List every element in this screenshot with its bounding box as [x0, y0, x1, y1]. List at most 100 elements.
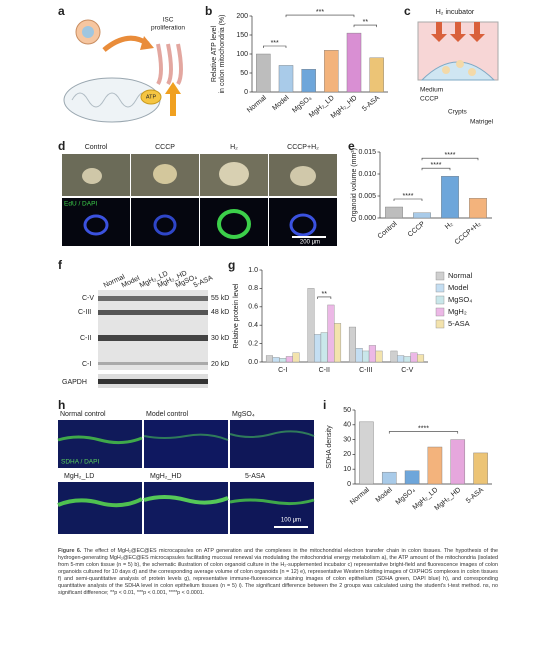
x-tick-label: CCCP+H₂ [454, 220, 483, 246]
bar [278, 65, 294, 93]
y-tick-label: 0 [244, 89, 248, 96]
organoid [290, 166, 316, 186]
panel-label: e [348, 139, 355, 153]
band [98, 379, 208, 384]
isc-label: ISC [163, 17, 174, 24]
bar [390, 350, 398, 363]
significance-label: **** [431, 162, 442, 169]
blot [98, 290, 208, 370]
band-label: C-V [82, 295, 94, 302]
organoid-fluor [289, 213, 317, 237]
images-d: Control CCCP H₂ CCCP+H₂ EdU / DAPI 200 μ… [62, 144, 337, 246]
organoid-fluor [217, 209, 251, 239]
x-tick-label: 5-ASA [361, 94, 381, 113]
h2-arrow [474, 22, 480, 34]
marker-label: 55 kD [211, 295, 229, 302]
crypt [456, 60, 464, 68]
image-label: Normal control [60, 411, 106, 418]
bar [285, 356, 293, 363]
epithelium [57, 435, 143, 445]
band-label: C-II [80, 335, 91, 342]
if-image [230, 420, 314, 468]
image-label: Model control [146, 411, 188, 418]
image-label: MgSO₄ [232, 411, 255, 418]
column-label: Control [85, 144, 108, 151]
bar [292, 352, 300, 363]
bar [359, 421, 374, 485]
y-tick-label: 0.6 [248, 304, 258, 311]
x-tick-label: CCCP [407, 220, 427, 238]
y-tick-label: 0.000 [358, 215, 376, 222]
up-arrow [170, 92, 176, 116]
legend-label: MgH₂ [448, 307, 467, 316]
epithelium [57, 497, 143, 508]
y-tick-label: 0.8 [248, 285, 258, 292]
bar [441, 175, 459, 219]
legend-label: MgSO₄ [448, 295, 472, 304]
significance-label: **** [418, 425, 429, 432]
if-image [144, 482, 228, 534]
legend-label: Model [448, 283, 469, 292]
scale-bar [292, 236, 326, 238]
band-label: C-I [82, 361, 91, 368]
bar [381, 471, 397, 485]
y-axis-label: Organoid volume (mm³) [351, 148, 358, 222]
legend-label: 5-ASA [448, 319, 470, 328]
x-tick-label: Model [375, 486, 394, 504]
bar [473, 452, 488, 485]
y-tick-label: 0.005 [358, 193, 376, 200]
legend-swatch [435, 319, 445, 329]
c-label: Medium [420, 87, 443, 94]
image-label: MgH₂_LD [64, 473, 94, 480]
legend-swatch [435, 295, 445, 305]
marker-label: 20 kD [211, 361, 229, 368]
h2-arrow-head [469, 34, 485, 42]
if-image [58, 482, 142, 534]
y-tick-label: 50 [240, 70, 248, 77]
bar [301, 68, 316, 93]
band [98, 335, 208, 341]
image-label: 5-ASA [245, 473, 266, 480]
bar [427, 446, 443, 485]
incubator-label: H₂ incubator [436, 9, 475, 16]
bar [265, 355, 273, 363]
y-tick-label: 0.2 [248, 340, 258, 347]
panel-label: f [58, 258, 63, 272]
x-tick-label: Model [271, 94, 290, 112]
x-tick-label: C-III [359, 367, 372, 374]
bar [368, 345, 376, 363]
panel-label: g [228, 258, 235, 272]
bar [320, 332, 328, 363]
organoid-fluor [153, 214, 177, 236]
cristae [71, 92, 147, 108]
panel-label: a [58, 4, 65, 18]
stain-label: EdU / DAPI [64, 201, 97, 208]
panel-label: i [323, 398, 326, 412]
y-axis-label: in colon mitochondria (%) [219, 15, 226, 94]
bar [450, 439, 466, 485]
y-tick-label: 0.015 [358, 149, 376, 156]
fluorescence-image [131, 198, 199, 246]
y-tick-label: 0.010 [358, 171, 376, 178]
bar [348, 326, 356, 363]
legend-swatch [435, 307, 445, 317]
caption-text: The effect of MgH₂@EC@ES microcapsules o… [58, 548, 498, 596]
band-label: GAPDH [62, 379, 87, 386]
bar [403, 356, 411, 363]
significance-label: *** [316, 9, 324, 16]
bar [469, 197, 487, 219]
marker-label: 30 kD [211, 335, 229, 342]
bar [375, 350, 383, 363]
x-tick-label: C-V [401, 367, 413, 374]
significance-bracket [421, 167, 451, 171]
significance-bracket [388, 431, 459, 434]
y-axis-label: Relative protein level [233, 283, 240, 348]
h2-arrow-head [450, 34, 466, 42]
isc-label: proliferation [151, 25, 185, 32]
schematic-a: ATP ISC proliferation [63, 17, 185, 123]
y-tick-label: 0 [347, 481, 351, 488]
band [98, 310, 208, 315]
significance-bracket [263, 45, 287, 48]
